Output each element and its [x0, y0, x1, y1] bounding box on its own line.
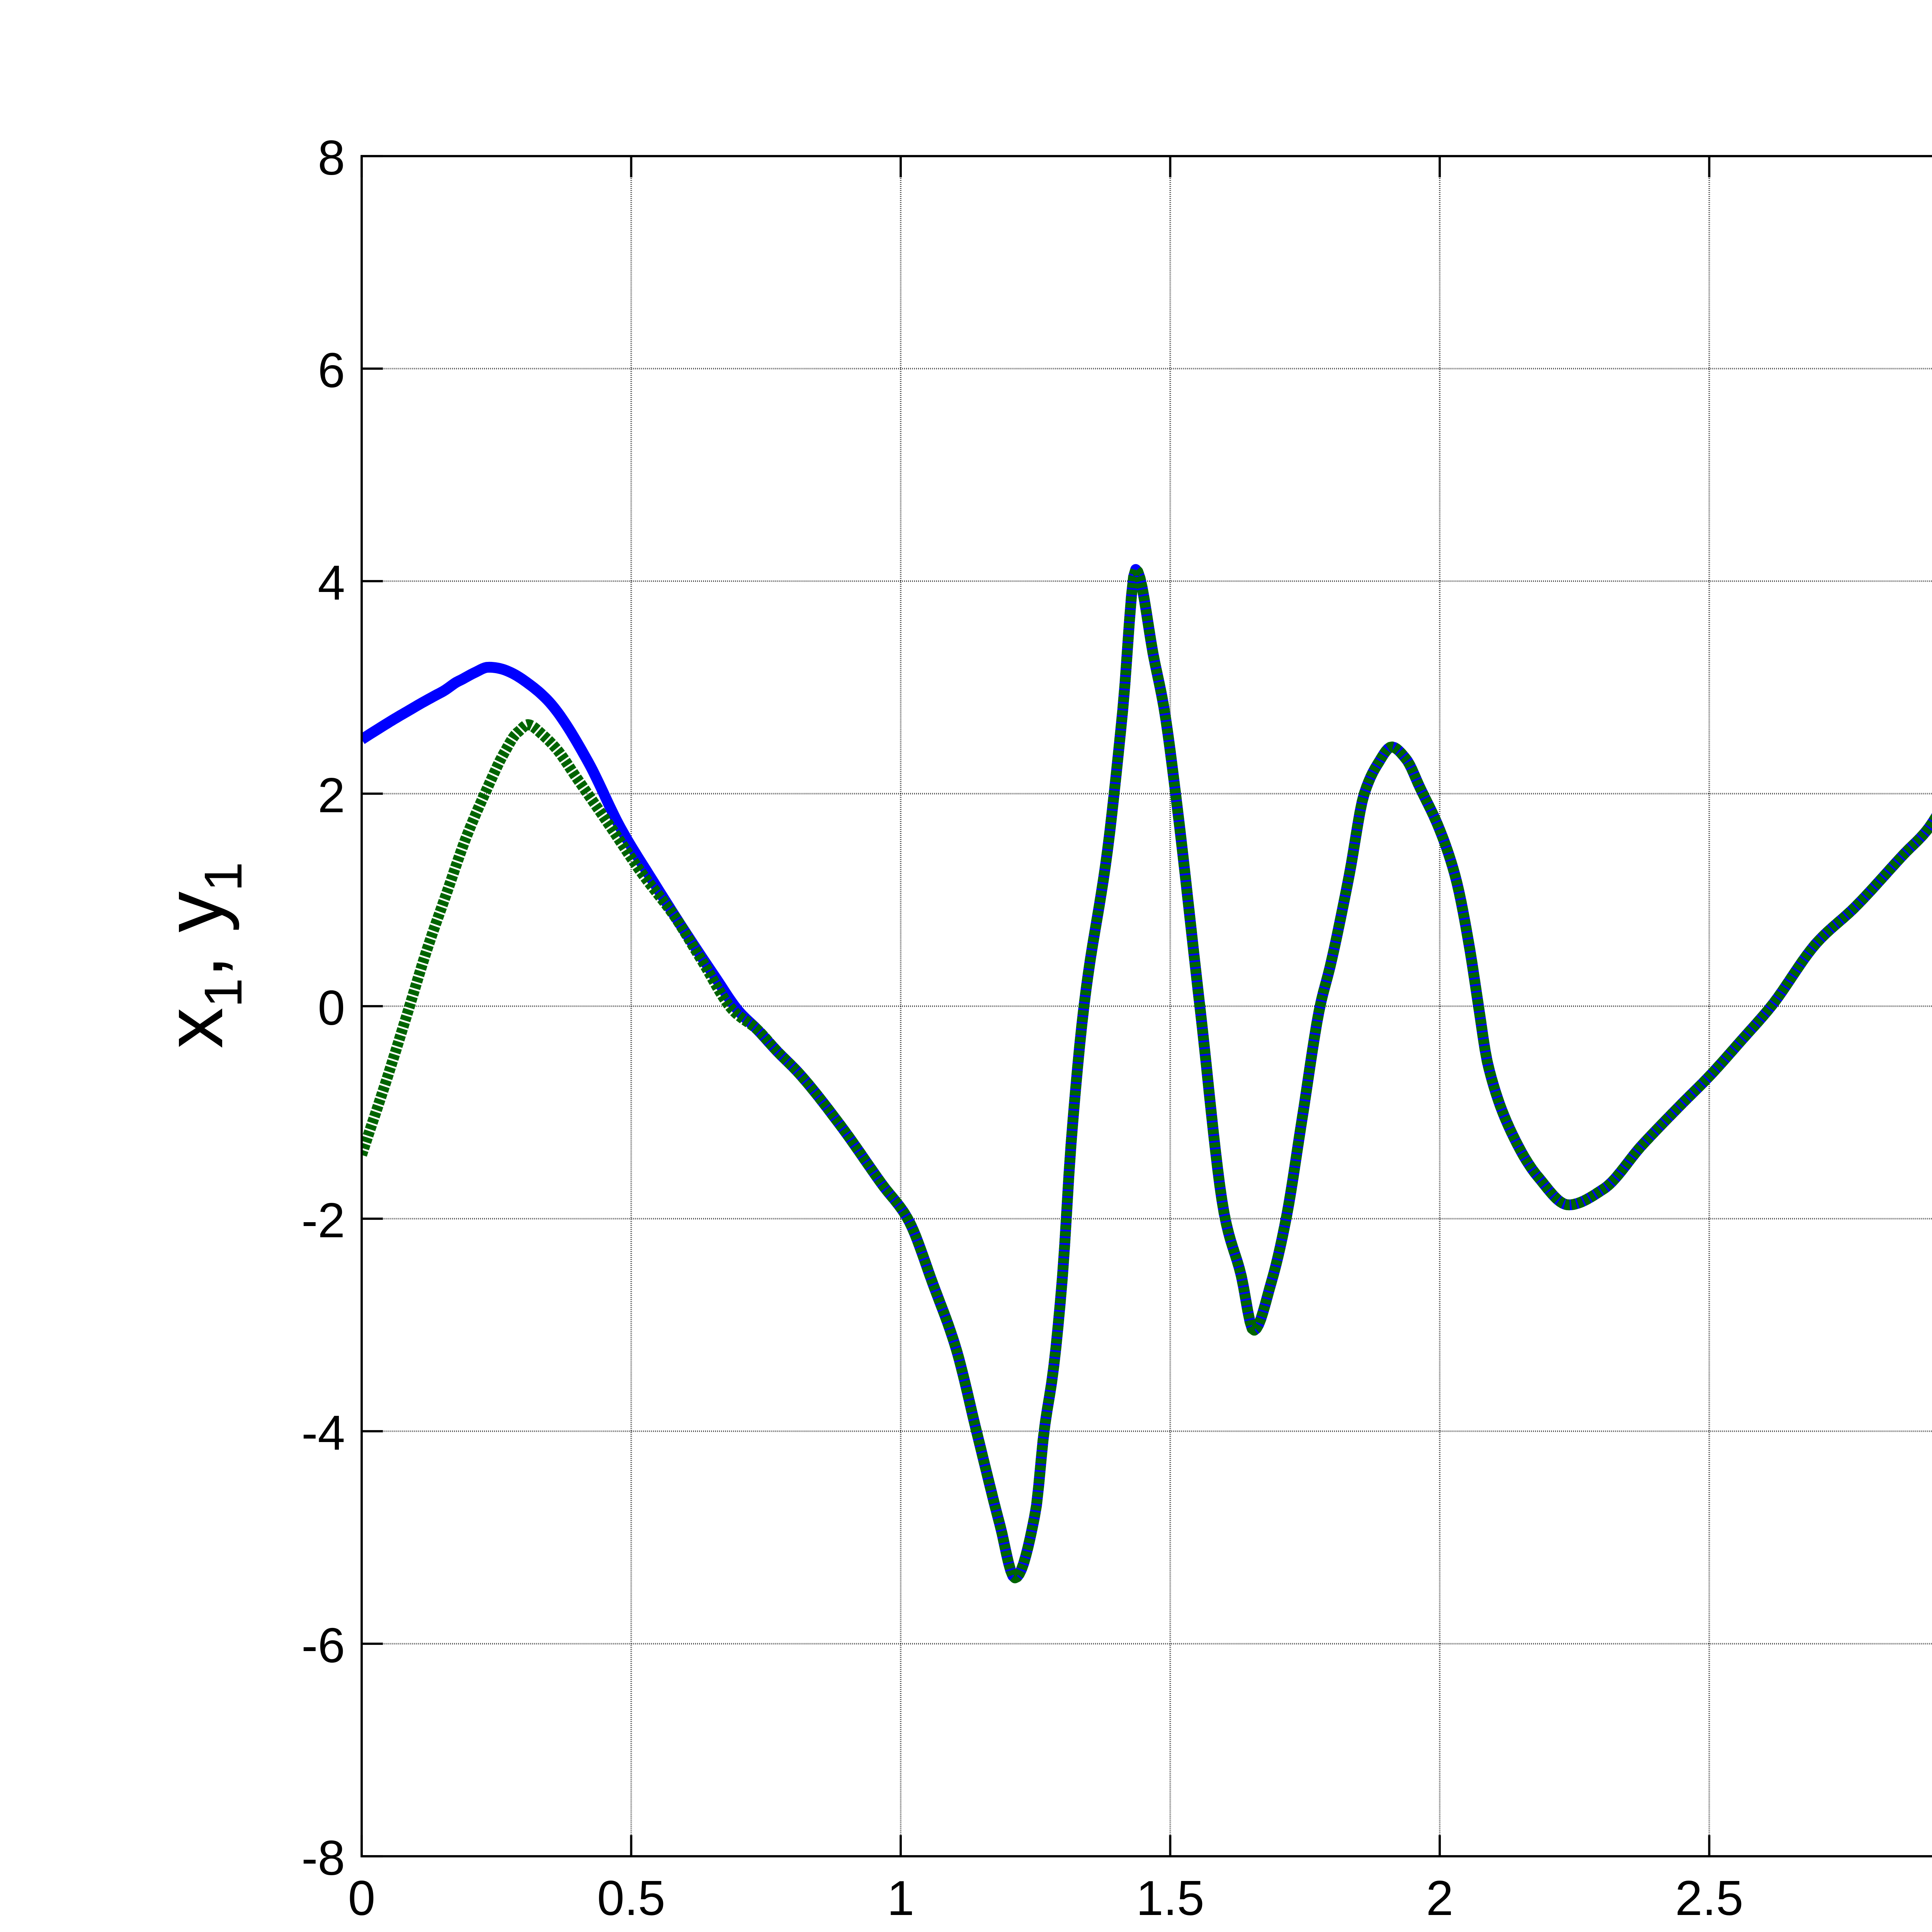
svg-text:x1, y1: x1, y1 — [148, 862, 253, 1048]
svg-text:8: 8 — [318, 130, 345, 185]
svg-text:-2: -2 — [301, 1193, 345, 1248]
svg-text:2.5: 2.5 — [1675, 1871, 1743, 1925]
svg-text:-4: -4 — [301, 1405, 345, 1460]
svg-text:0: 0 — [318, 980, 345, 1035]
svg-text:-8: -8 — [301, 1830, 345, 1885]
svg-text:4: 4 — [318, 555, 345, 610]
svg-text:1.5: 1.5 — [1136, 1871, 1204, 1925]
svg-text:2: 2 — [1426, 1871, 1454, 1925]
svg-text:0: 0 — [348, 1871, 376, 1925]
svg-text:1: 1 — [887, 1871, 915, 1925]
svg-text:6: 6 — [318, 343, 345, 398]
svg-text:0.5: 0.5 — [597, 1871, 665, 1925]
svg-text:-6: -6 — [301, 1618, 345, 1673]
svg-text:2: 2 — [318, 768, 345, 823]
